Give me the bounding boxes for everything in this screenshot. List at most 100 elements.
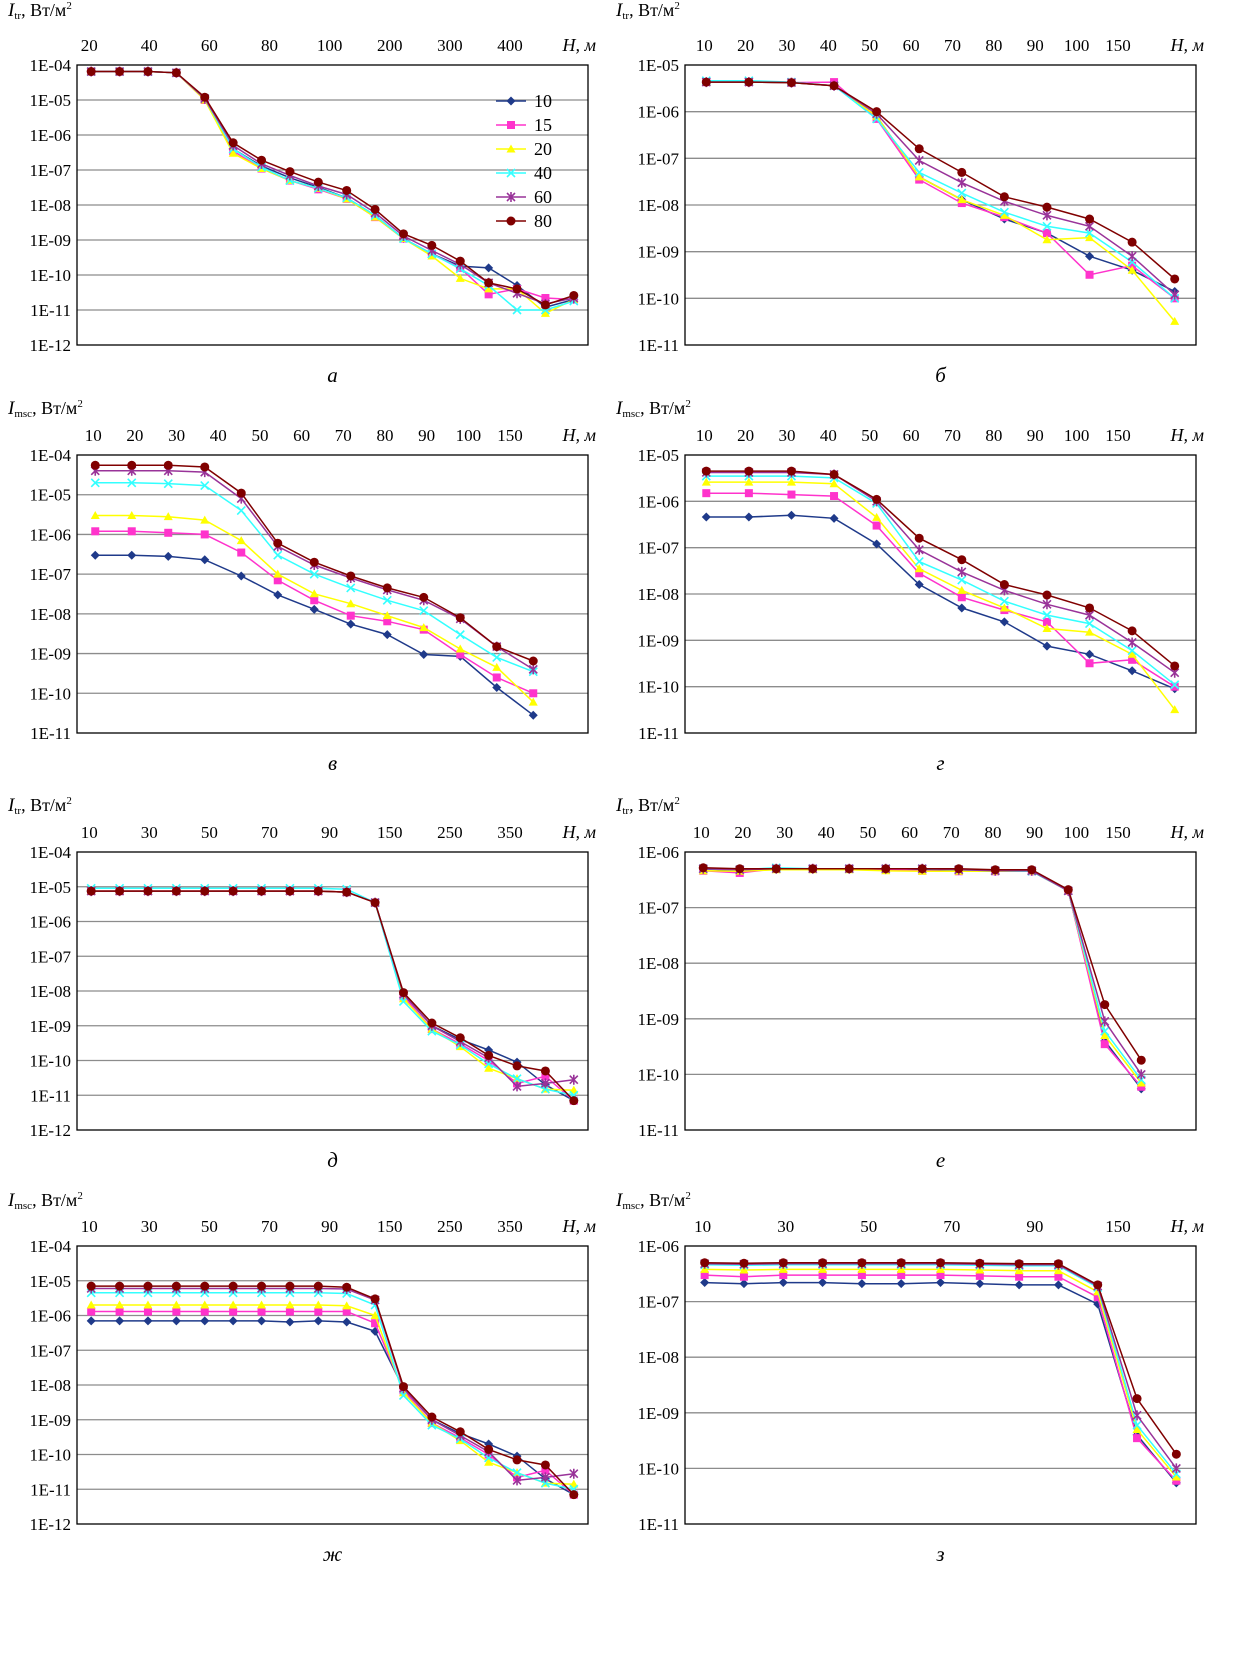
- data-point: [484, 1050, 494, 1060]
- data-point: [200, 1307, 209, 1316]
- series-line-10: [703, 867, 1142, 1090]
- data-point: [1133, 1434, 1142, 1443]
- y-tick-label: 1E-04: [29, 56, 71, 75]
- data-point: [419, 592, 429, 602]
- series-line-15: [706, 492, 1176, 688]
- data-point: [257, 1300, 267, 1309]
- chart-panel: Itr, Вт/м2 1E-04 1E-05 1E-06 1E-07 1E-08 1E-09…: [0, 795, 620, 1208]
- y-axis-symbol: I: [8, 0, 15, 21]
- data-point: [313, 886, 323, 896]
- y-tick-label: 1E-06: [29, 913, 71, 932]
- x-tick-label: 80: [985, 426, 1002, 445]
- y-tick-label: 1E-04: [29, 843, 71, 862]
- y-tick-label: 1E-05: [637, 56, 679, 75]
- data-point: [91, 527, 100, 536]
- data-point: [569, 1490, 579, 1500]
- series-markers-40: [701, 76, 1180, 303]
- y-tick-label: 1E-09: [29, 231, 71, 250]
- data-point: [200, 1300, 210, 1309]
- data-point: [171, 68, 181, 78]
- data-point: [1042, 641, 1052, 651]
- data-point: [1128, 261, 1137, 270]
- x-tick-label: 150: [1105, 1217, 1131, 1236]
- data-point: [698, 863, 708, 873]
- data-point: [273, 576, 282, 585]
- series-markers-80: [698, 863, 1146, 1065]
- data-point: [818, 1271, 827, 1280]
- data-point: [744, 77, 754, 87]
- data-point: [512, 1455, 522, 1465]
- data-point: [957, 555, 967, 565]
- y-axis-symbol: I: [616, 398, 623, 419]
- data-point: [200, 555, 210, 565]
- y-tick-label: 1E-07: [29, 161, 71, 180]
- data-point: [528, 697, 538, 706]
- data-point: [700, 1271, 709, 1280]
- series-markers-10: [701, 510, 1180, 694]
- data-point: [346, 619, 356, 629]
- data-point: [857, 1279, 867, 1289]
- y-tick-label: 1E-10: [29, 684, 71, 703]
- x-tick-label: 90: [1026, 823, 1043, 842]
- data-point: [237, 548, 246, 557]
- series-markers-60: [90, 465, 538, 675]
- data-point: [228, 886, 238, 896]
- series-line-10: [91, 890, 575, 1102]
- panel-caption: з: [936, 1542, 945, 1566]
- data-point: [172, 1307, 181, 1316]
- data-point: [398, 1382, 408, 1392]
- data-point: [90, 510, 100, 519]
- data-point: [829, 513, 839, 523]
- data-point: [872, 107, 882, 117]
- y-axis-unit: , Вт/м: [21, 0, 67, 20]
- data-point: [771, 864, 781, 874]
- y-axis-subscript: tr: [14, 10, 22, 22]
- x-tick-label: 40: [141, 36, 158, 55]
- series-markers-15: [699, 864, 1146, 1091]
- data-point: [1127, 649, 1137, 658]
- data-point: [127, 527, 136, 536]
- y-tick-label: 1E-06: [637, 492, 679, 511]
- data-point: [1085, 603, 1095, 613]
- series-markers-60: [701, 467, 1180, 678]
- data-point: [829, 81, 839, 91]
- y-tick-label: 1E-10: [637, 289, 679, 308]
- series-line-60: [91, 70, 574, 305]
- chart-svg: 1E-04 1E-05 1E-06 1E-07 1E-08 1E-09 1E-10 1E-11…: [29, 35, 596, 355]
- data-point: [455, 630, 465, 640]
- data-point: [455, 256, 465, 266]
- data-point: [896, 1279, 906, 1289]
- data-point: [314, 1307, 323, 1316]
- y-axis-unit: , Вт/м: [640, 398, 686, 418]
- x-tick-label: 100: [1064, 823, 1090, 842]
- data-point: [1042, 210, 1052, 221]
- x-tick-label: 80: [376, 426, 393, 445]
- data-point: [1127, 637, 1137, 648]
- data-point: [143, 1300, 153, 1309]
- data-point: [1172, 1476, 1181, 1485]
- data-point: [857, 1264, 867, 1273]
- chart-svg: 1E-04 1E-05 1E-06 1E-07 1E-08 1E-09 1E-10 1E-11…: [29, 822, 596, 1140]
- data-point: [915, 569, 924, 578]
- x-tick-label: 80: [261, 36, 278, 55]
- data-point: [1053, 1280, 1063, 1290]
- chart-panel: Imsc, Вт/м2 1E-04 1E-05 1E-06 1E-07 1E-08 1E-0…: [0, 398, 620, 811]
- data-point: [236, 488, 246, 498]
- data-point: [456, 650, 465, 659]
- data-point: [1127, 626, 1137, 636]
- data-point: [86, 1281, 96, 1291]
- data-point: [936, 1258, 945, 1268]
- x-tick-label: 10: [696, 36, 713, 55]
- y-tick-label: 1E-11: [638, 336, 679, 355]
- x-tick-label: 60: [293, 426, 310, 445]
- y-tick-label: 1E-12: [29, 1121, 71, 1140]
- x-tick-label: 50: [201, 1217, 218, 1236]
- data-point: [1100, 1031, 1110, 1040]
- data-point: [228, 148, 238, 157]
- data-point: [744, 489, 753, 498]
- y-tick-label: 1E-06: [637, 1237, 679, 1256]
- y-tick-label: 1E-07: [637, 539, 679, 558]
- data-point: [484, 263, 494, 273]
- series-markers-80: [700, 1258, 1181, 1459]
- x-tick-label: 90: [321, 1217, 338, 1236]
